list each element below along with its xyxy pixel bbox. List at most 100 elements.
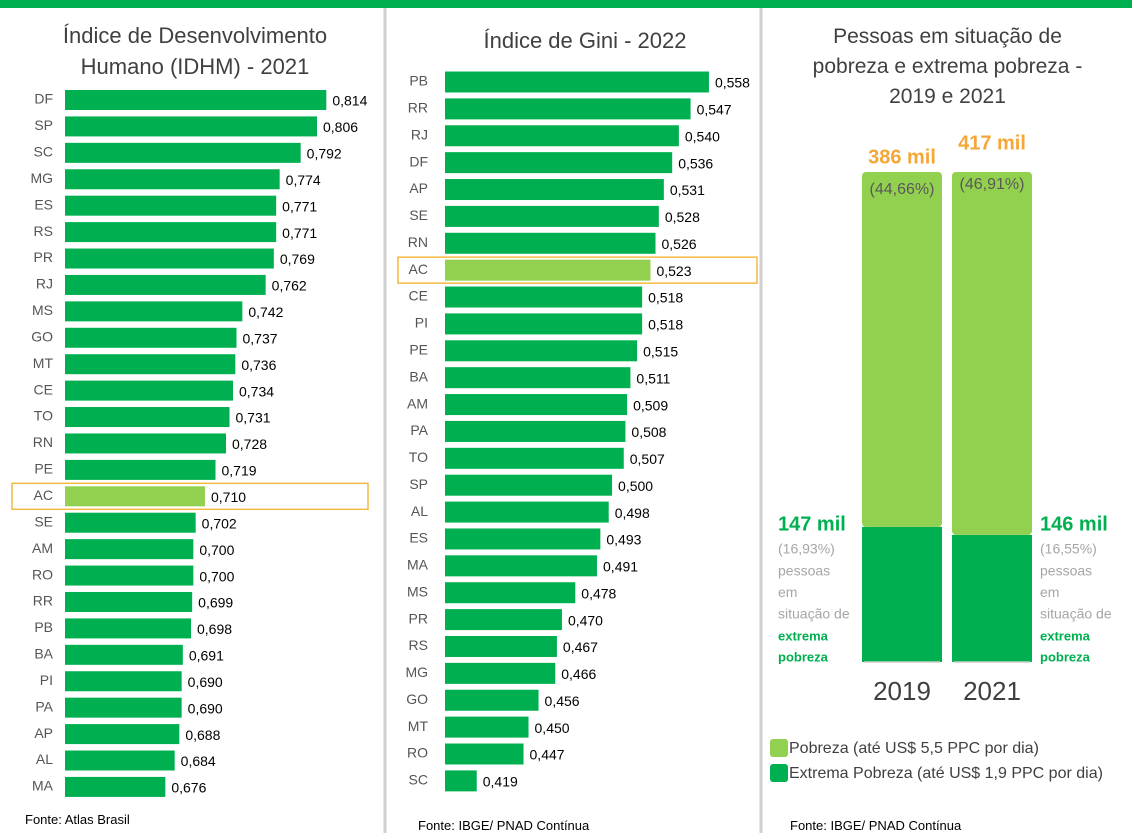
category-label: CE (34, 381, 53, 397)
value-label: 0,493 (606, 532, 641, 548)
category-label: MG (405, 664, 428, 680)
category-label: BA (409, 368, 428, 384)
value-label: 0,478 (581, 585, 616, 601)
category-label: MG (30, 170, 53, 186)
bar (65, 90, 327, 110)
annotation: pessoas (1040, 563, 1092, 579)
bar (445, 152, 673, 174)
legend-swatch (770, 764, 788, 782)
value-label: 0,719 (222, 463, 257, 479)
value-label: 0,700 (199, 568, 234, 584)
category-label: MS (32, 302, 53, 318)
category-label: TO (34, 408, 53, 424)
value-label: 0,769 (280, 251, 315, 267)
category-label: CE (409, 288, 428, 304)
category-label: SP (34, 117, 53, 133)
value-label: 147 mil (778, 513, 846, 535)
bar (65, 195, 277, 216)
bar (65, 327, 237, 348)
value-label: 417 mil (958, 132, 1026, 154)
category-label: PA (410, 422, 428, 438)
category-label: PB (409, 73, 428, 89)
category-label: GO (406, 691, 428, 707)
value-label: 0,699 (198, 595, 233, 611)
category-label: RJ (411, 126, 428, 142)
value-label: 0,540 (685, 128, 720, 144)
value-label: 0,702 (202, 515, 237, 531)
bar (445, 474, 613, 496)
chart-title: Pessoas em situação de pobreza e extrema… (812, 25, 1083, 108)
category-label: SC (34, 144, 53, 160)
value-label: 0,806 (323, 119, 358, 135)
bar (445, 340, 638, 362)
value-label: 0,491 (603, 559, 638, 575)
category-label: AL (411, 503, 428, 519)
bar-segment (862, 526, 942, 662)
category-label: RS (409, 637, 428, 653)
value-label: 0,447 (530, 747, 565, 763)
category-label: GO (31, 328, 53, 344)
value-label: 0,698 (197, 621, 232, 637)
bar (445, 770, 477, 792)
bar (65, 776, 166, 797)
category-label: PE (34, 461, 53, 477)
bar (65, 407, 230, 428)
source: Fonte: IBGE/ PNAD Contínua (790, 818, 962, 833)
category-label: PA (35, 698, 53, 714)
value-label: 0,456 (545, 693, 580, 709)
category-label: AP (409, 180, 428, 196)
bar (65, 301, 243, 322)
bar (445, 501, 609, 523)
annotation: situação de (778, 606, 850, 622)
bar (445, 609, 562, 631)
highlight-box (397, 256, 758, 284)
legend-label: Pobreza (até US$ 5,5 PPC por dia) (789, 740, 1039, 757)
category-label: PR (409, 610, 428, 626)
bar (445, 394, 628, 416)
bar (65, 697, 182, 718)
value-label: 0,762 (272, 278, 307, 294)
bar (445, 313, 643, 335)
category-label: AM (407, 395, 428, 411)
category-label: RR (408, 100, 428, 116)
bar (65, 671, 182, 692)
category-label: SC (409, 772, 428, 788)
bar-segment (952, 534, 1032, 662)
bar (445, 662, 556, 684)
x-tick-label: 2021 (963, 676, 1021, 706)
value-label: 0,498 (615, 505, 650, 521)
category-label: RS (34, 223, 53, 239)
value-label: 0,518 (648, 317, 683, 333)
bar (445, 125, 679, 147)
value-label: 0,470 (568, 612, 603, 628)
bar (445, 232, 656, 254)
value-label: 0,774 (286, 172, 321, 188)
highlight-box (11, 482, 369, 511)
bar (445, 259, 651, 281)
bar (65, 591, 193, 612)
bar (445, 205, 659, 227)
value-label: 0,507 (630, 451, 665, 467)
category-label: RR (33, 593, 53, 609)
value-label: 0,466 (561, 666, 596, 682)
value-label: 0,731 (236, 410, 271, 426)
category-label: MT (408, 718, 429, 734)
bar (445, 716, 529, 738)
value-label: 0,536 (678, 155, 713, 171)
chart-title: Índice de Gini - 2022 (483, 28, 687, 53)
bar (65, 539, 194, 560)
annotation: extrema (1040, 628, 1091, 643)
bar (65, 274, 266, 295)
value-label: 0,690 (188, 674, 223, 690)
bar (65, 116, 317, 137)
value-label: 0,523 (656, 263, 691, 279)
category-label: AM (32, 540, 53, 556)
value-label: 0,528 (665, 209, 700, 225)
category-label: DF (34, 91, 53, 107)
bar (65, 459, 216, 480)
bar (65, 142, 301, 163)
category-label: RO (32, 566, 53, 582)
category-label: PI (415, 315, 428, 331)
value-label: 0,728 (232, 436, 267, 452)
value-label: 0,814 (332, 93, 367, 109)
